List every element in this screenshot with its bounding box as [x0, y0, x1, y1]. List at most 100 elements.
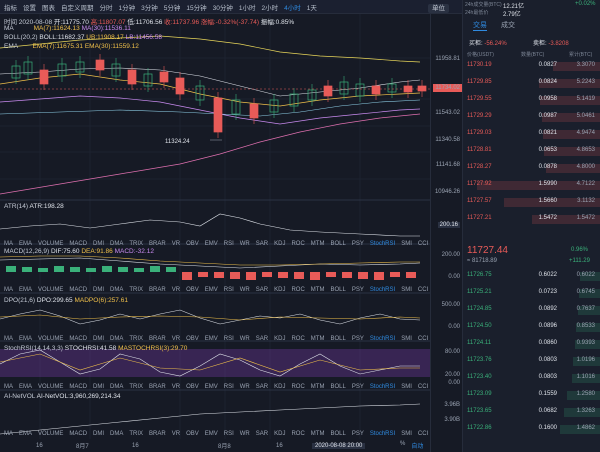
indicator-tab[interactable]: EMA — [19, 384, 33, 390]
indicator-tab[interactable]: VOLUME — [38, 336, 64, 342]
indicator-tab[interactable]: VR — [171, 241, 181, 247]
indicator-tab[interactable]: SMI — [401, 287, 412, 293]
ask-row[interactable]: 11727.21 1.5472 1.5472 — [463, 215, 600, 224]
indicator-tab[interactable]: ROC — [291, 384, 305, 390]
percent-toggle[interactable]: % — [400, 441, 406, 447]
bid-row[interactable]: 11723.09 0.1559 1.2580 — [463, 391, 600, 400]
indicator-tab[interactable]: ROC — [291, 241, 305, 247]
ask-row[interactable]: 11727.92 1.5990 4.7122 — [463, 181, 600, 190]
toolbar-item[interactable]: 分时 — [99, 4, 113, 12]
indicator-tab[interactable]: SAR — [255, 384, 269, 390]
indicator-tab[interactable]: StochRSI — [369, 384, 396, 390]
indicator-tab[interactable]: RSI — [223, 287, 234, 293]
indicator-tab[interactable]: EMA — [19, 287, 33, 293]
indicator-tab[interactable]: RSI — [223, 336, 234, 342]
indicator-tab[interactable]: SMI — [401, 431, 412, 437]
indicator-tab[interactable]: EMA — [19, 336, 33, 342]
indicator-tab[interactable]: KDJ — [274, 431, 286, 437]
indicator-tab[interactable]: OBV — [186, 431, 199, 437]
indicator-tab[interactable]: CCI — [417, 336, 429, 342]
indicator-tab[interactable]: MA — [4, 287, 13, 293]
indicator-tab[interactable]: DMI — [93, 384, 105, 390]
indicator-tab[interactable]: SAR — [255, 241, 269, 247]
toolbar-item[interactable]: 15分钟 — [186, 4, 207, 12]
indicator-tab[interactable]: DMI — [93, 431, 105, 437]
indicator-tab[interactable]: MACD — [69, 287, 88, 293]
indicator-tab[interactable]: VOLUME — [38, 431, 64, 437]
indicator-tab[interactable]: KDJ — [274, 241, 286, 247]
indicator-tab[interactable]: WR — [239, 287, 250, 293]
indicator-tab[interactable]: StochRSI — [369, 431, 396, 437]
indicator-tab[interactable]: KDJ — [274, 287, 286, 293]
indicator-tab[interactable]: MTM — [310, 384, 325, 390]
ask-row[interactable]: 11728.27 0.0878 4.8000 — [463, 164, 600, 173]
indicator-tab[interactable]: PSY — [351, 336, 364, 342]
toolbar-item[interactable]: 30分钟 — [212, 4, 233, 12]
indicator-tab[interactable]: OBV — [186, 241, 199, 247]
indicator-tab[interactable]: MACD — [69, 431, 88, 437]
indicator-tab[interactable]: StochRSI — [369, 336, 396, 342]
indicator-tab[interactable]: BOLL — [330, 287, 346, 293]
indicator-tab[interactable]: DMI — [93, 241, 105, 247]
indicator-tab[interactable]: CCI — [417, 384, 429, 390]
tab-trade[interactable]: 交易 — [473, 22, 487, 31]
indicator-tab[interactable]: DMI — [93, 287, 105, 293]
indicator-tab[interactable]: TRIX — [129, 431, 144, 437]
indicator-tab[interactable]: DMA — [110, 431, 124, 437]
indicator-tab[interactable]: VOLUME — [38, 287, 64, 293]
toolbar-item[interactable]: 指标 — [4, 4, 17, 12]
indicator-tab[interactable]: MTM — [310, 287, 325, 293]
bid-row[interactable]: 11723.76 0.0803 1.0196 — [463, 357, 600, 366]
toolbar-item[interactable]: 3分钟 — [141, 4, 158, 12]
bid-row[interactable]: 11723.40 0.0803 1.1016 — [463, 374, 600, 383]
indicator-tab[interactable]: TRIX — [129, 241, 144, 247]
indicator-tab[interactable]: EMA — [19, 431, 33, 437]
indicator-tab[interactable]: ROC — [291, 431, 305, 437]
indicator-tab[interactable]: ROC — [291, 336, 305, 342]
ask-row[interactable]: 11729.03 0.0821 4.9474 — [463, 130, 600, 139]
indicator-tab[interactable]: DMA — [110, 384, 124, 390]
indicator-tab[interactable]: EMA — [19, 241, 33, 247]
indicator-tab[interactable]: WR — [239, 241, 250, 247]
indicator-tab[interactable]: TRIX — [129, 336, 144, 342]
indicator-tab[interactable]: MACD — [69, 241, 88, 247]
indicator-tab[interactable]: BRAR — [149, 241, 166, 247]
indicator-tab[interactable]: VR — [171, 384, 181, 390]
indicator-tab[interactable]: StochRSI — [369, 241, 396, 247]
indicator-tab[interactable]: SMI — [401, 384, 412, 390]
indicator-tab[interactable]: WR — [239, 336, 250, 342]
indicator-tab[interactable]: EMV — [204, 336, 218, 342]
indicator-tab[interactable]: MA — [4, 384, 13, 390]
indicator-tab[interactable]: EMV — [204, 431, 218, 437]
bid-row[interactable]: 11724.50 0.0896 0.8533 — [463, 323, 600, 332]
indicator-tab[interactable]: RSI — [223, 431, 234, 437]
indicator-tab[interactable]: BRAR — [149, 336, 166, 342]
indicator-tab[interactable]: MTM — [310, 336, 325, 342]
indicator-tab[interactable]: OBV — [186, 287, 199, 293]
unit-select[interactable]: 单位 — [428, 2, 449, 13]
indicator-tab[interactable]: StochRSI — [369, 287, 396, 293]
indicator-tab[interactable]: SMI — [401, 336, 412, 342]
indicator-tab[interactable]: MA — [4, 431, 13, 437]
toolbar-item[interactable]: 1天 — [306, 4, 317, 12]
indicator-tab[interactable]: TRIX — [129, 287, 144, 293]
toolbar-item[interactable]: 1分钟 — [118, 4, 136, 12]
ask-row[interactable]: 11730.19 0.0827 3.3070 — [463, 62, 600, 71]
toolbar-item[interactable]: 1小时 — [238, 4, 256, 12]
indicator-tab[interactable]: OBV — [186, 384, 199, 390]
indicator-tab[interactable]: BOLL — [330, 241, 346, 247]
indicator-tab[interactable]: MA — [4, 336, 13, 342]
indicator-tab[interactable]: WR — [239, 384, 250, 390]
bid-row[interactable]: 11722.86 0.1600 1.4862 — [463, 425, 600, 434]
indicator-tab[interactable]: BRAR — [149, 287, 166, 293]
indicator-tab[interactable]: CCI — [417, 287, 429, 293]
indicator-tab[interactable]: WR — [239, 431, 250, 437]
indicator-tab[interactable]: BRAR — [149, 431, 166, 437]
indicator-tab[interactable]: DMA — [110, 241, 124, 247]
indicator-tab[interactable]: VR — [171, 336, 181, 342]
indicator-tab[interactable]: SAR — [255, 336, 269, 342]
indicator-tab[interactable]: MTM — [310, 431, 325, 437]
toolbar-item[interactable]: 4小时 — [284, 4, 301, 12]
indicator-tab[interactable]: VOLUME — [38, 384, 64, 390]
indicator-tab[interactable]: EMV — [204, 384, 218, 390]
